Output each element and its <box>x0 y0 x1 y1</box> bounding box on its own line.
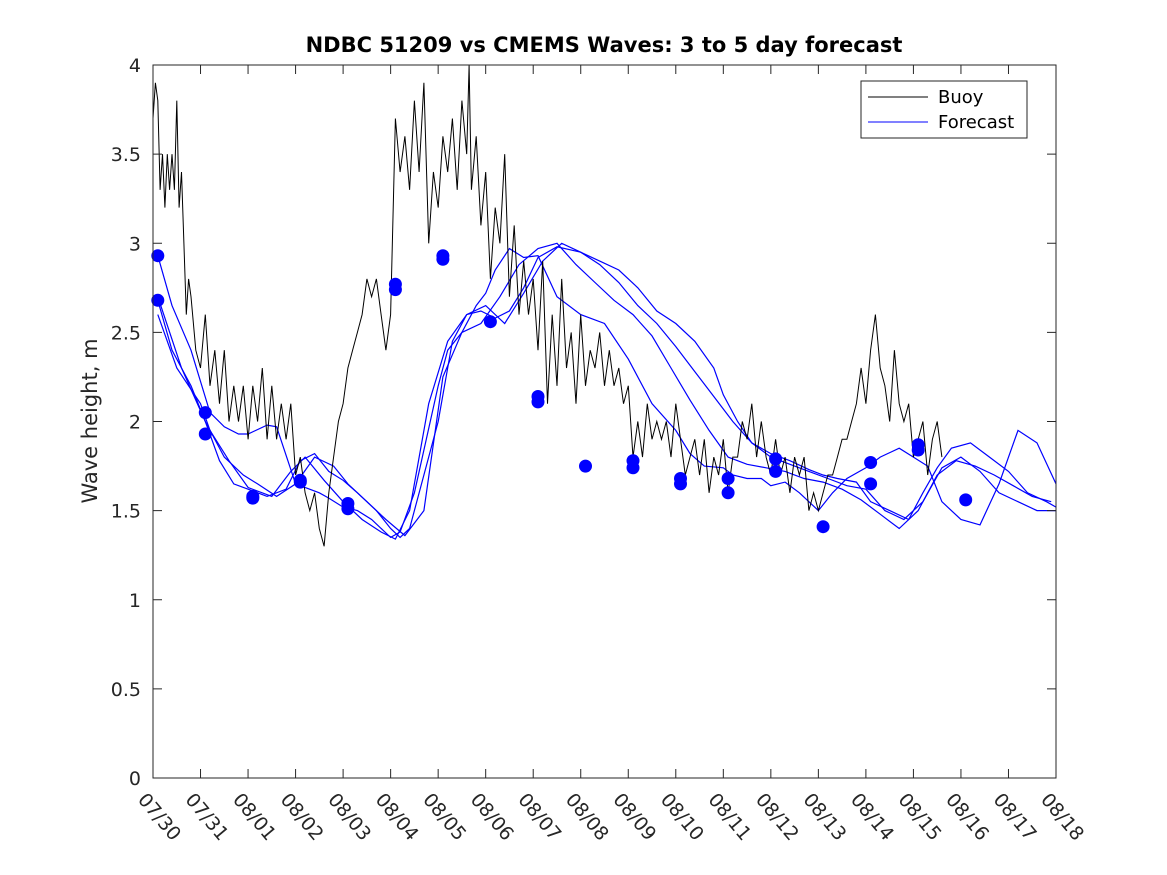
forecast-marker <box>816 520 830 534</box>
legend-forecast-label: Forecast <box>938 112 1014 133</box>
y-tick-label: 3.5 <box>111 144 141 166</box>
forecast-marker <box>959 493 973 507</box>
forecast-line-3 <box>157 242 1056 540</box>
y-tick-label: 0 <box>129 768 141 790</box>
forecast-marker <box>769 464 783 478</box>
forecast-marker <box>293 473 307 487</box>
y-tick-label: 1.5 <box>111 501 141 523</box>
forecast-marker <box>911 443 925 457</box>
legend: Buoy Forecast <box>860 80 1028 139</box>
y-tick-label: 2.5 <box>111 322 141 344</box>
forecast-marker <box>151 293 165 307</box>
y-tick-label: 1 <box>129 590 141 612</box>
forecast-marker <box>341 502 355 516</box>
forecast-marker <box>674 477 687 491</box>
forecast-marker <box>198 427 212 441</box>
forecast-marker <box>531 395 545 409</box>
buoy-line <box>152 64 943 547</box>
forecast-marker <box>246 491 260 505</box>
forecast-marker <box>864 456 878 469</box>
forecast-marker <box>388 277 402 291</box>
y-tick-label: 3 <box>129 233 141 255</box>
forecast-marker <box>626 461 640 475</box>
forecast-marker <box>721 472 735 485</box>
y-axis-ticks: 0 0.5 1 1.5 2 2.5 3 3.5 4 <box>111 55 1056 790</box>
legend-buoy-label: Buoy <box>938 87 984 108</box>
chart-title: NDBC 51209 vs CMEMS Waves: 3 to 5 day fo… <box>306 33 903 57</box>
legend-box <box>860 80 1028 139</box>
forecast-marker <box>151 249 165 263</box>
forecast-marker <box>198 406 212 420</box>
marker-layer <box>151 249 973 534</box>
forecast-marker <box>579 459 592 473</box>
plot-area <box>153 65 1056 778</box>
forecast-marker <box>864 477 878 491</box>
forecast-line-4 <box>157 242 1052 537</box>
forecast-marker <box>436 252 450 266</box>
forecast-marker <box>769 452 783 466</box>
y-axis-label: Wave height, m <box>78 338 102 503</box>
forecast-marker <box>483 315 497 329</box>
y-tick-label: 2 <box>129 412 141 434</box>
y-tick-label: 0.5 <box>111 679 141 701</box>
forecast-marker <box>721 486 735 500</box>
y-tick-label: 4 <box>129 55 141 77</box>
